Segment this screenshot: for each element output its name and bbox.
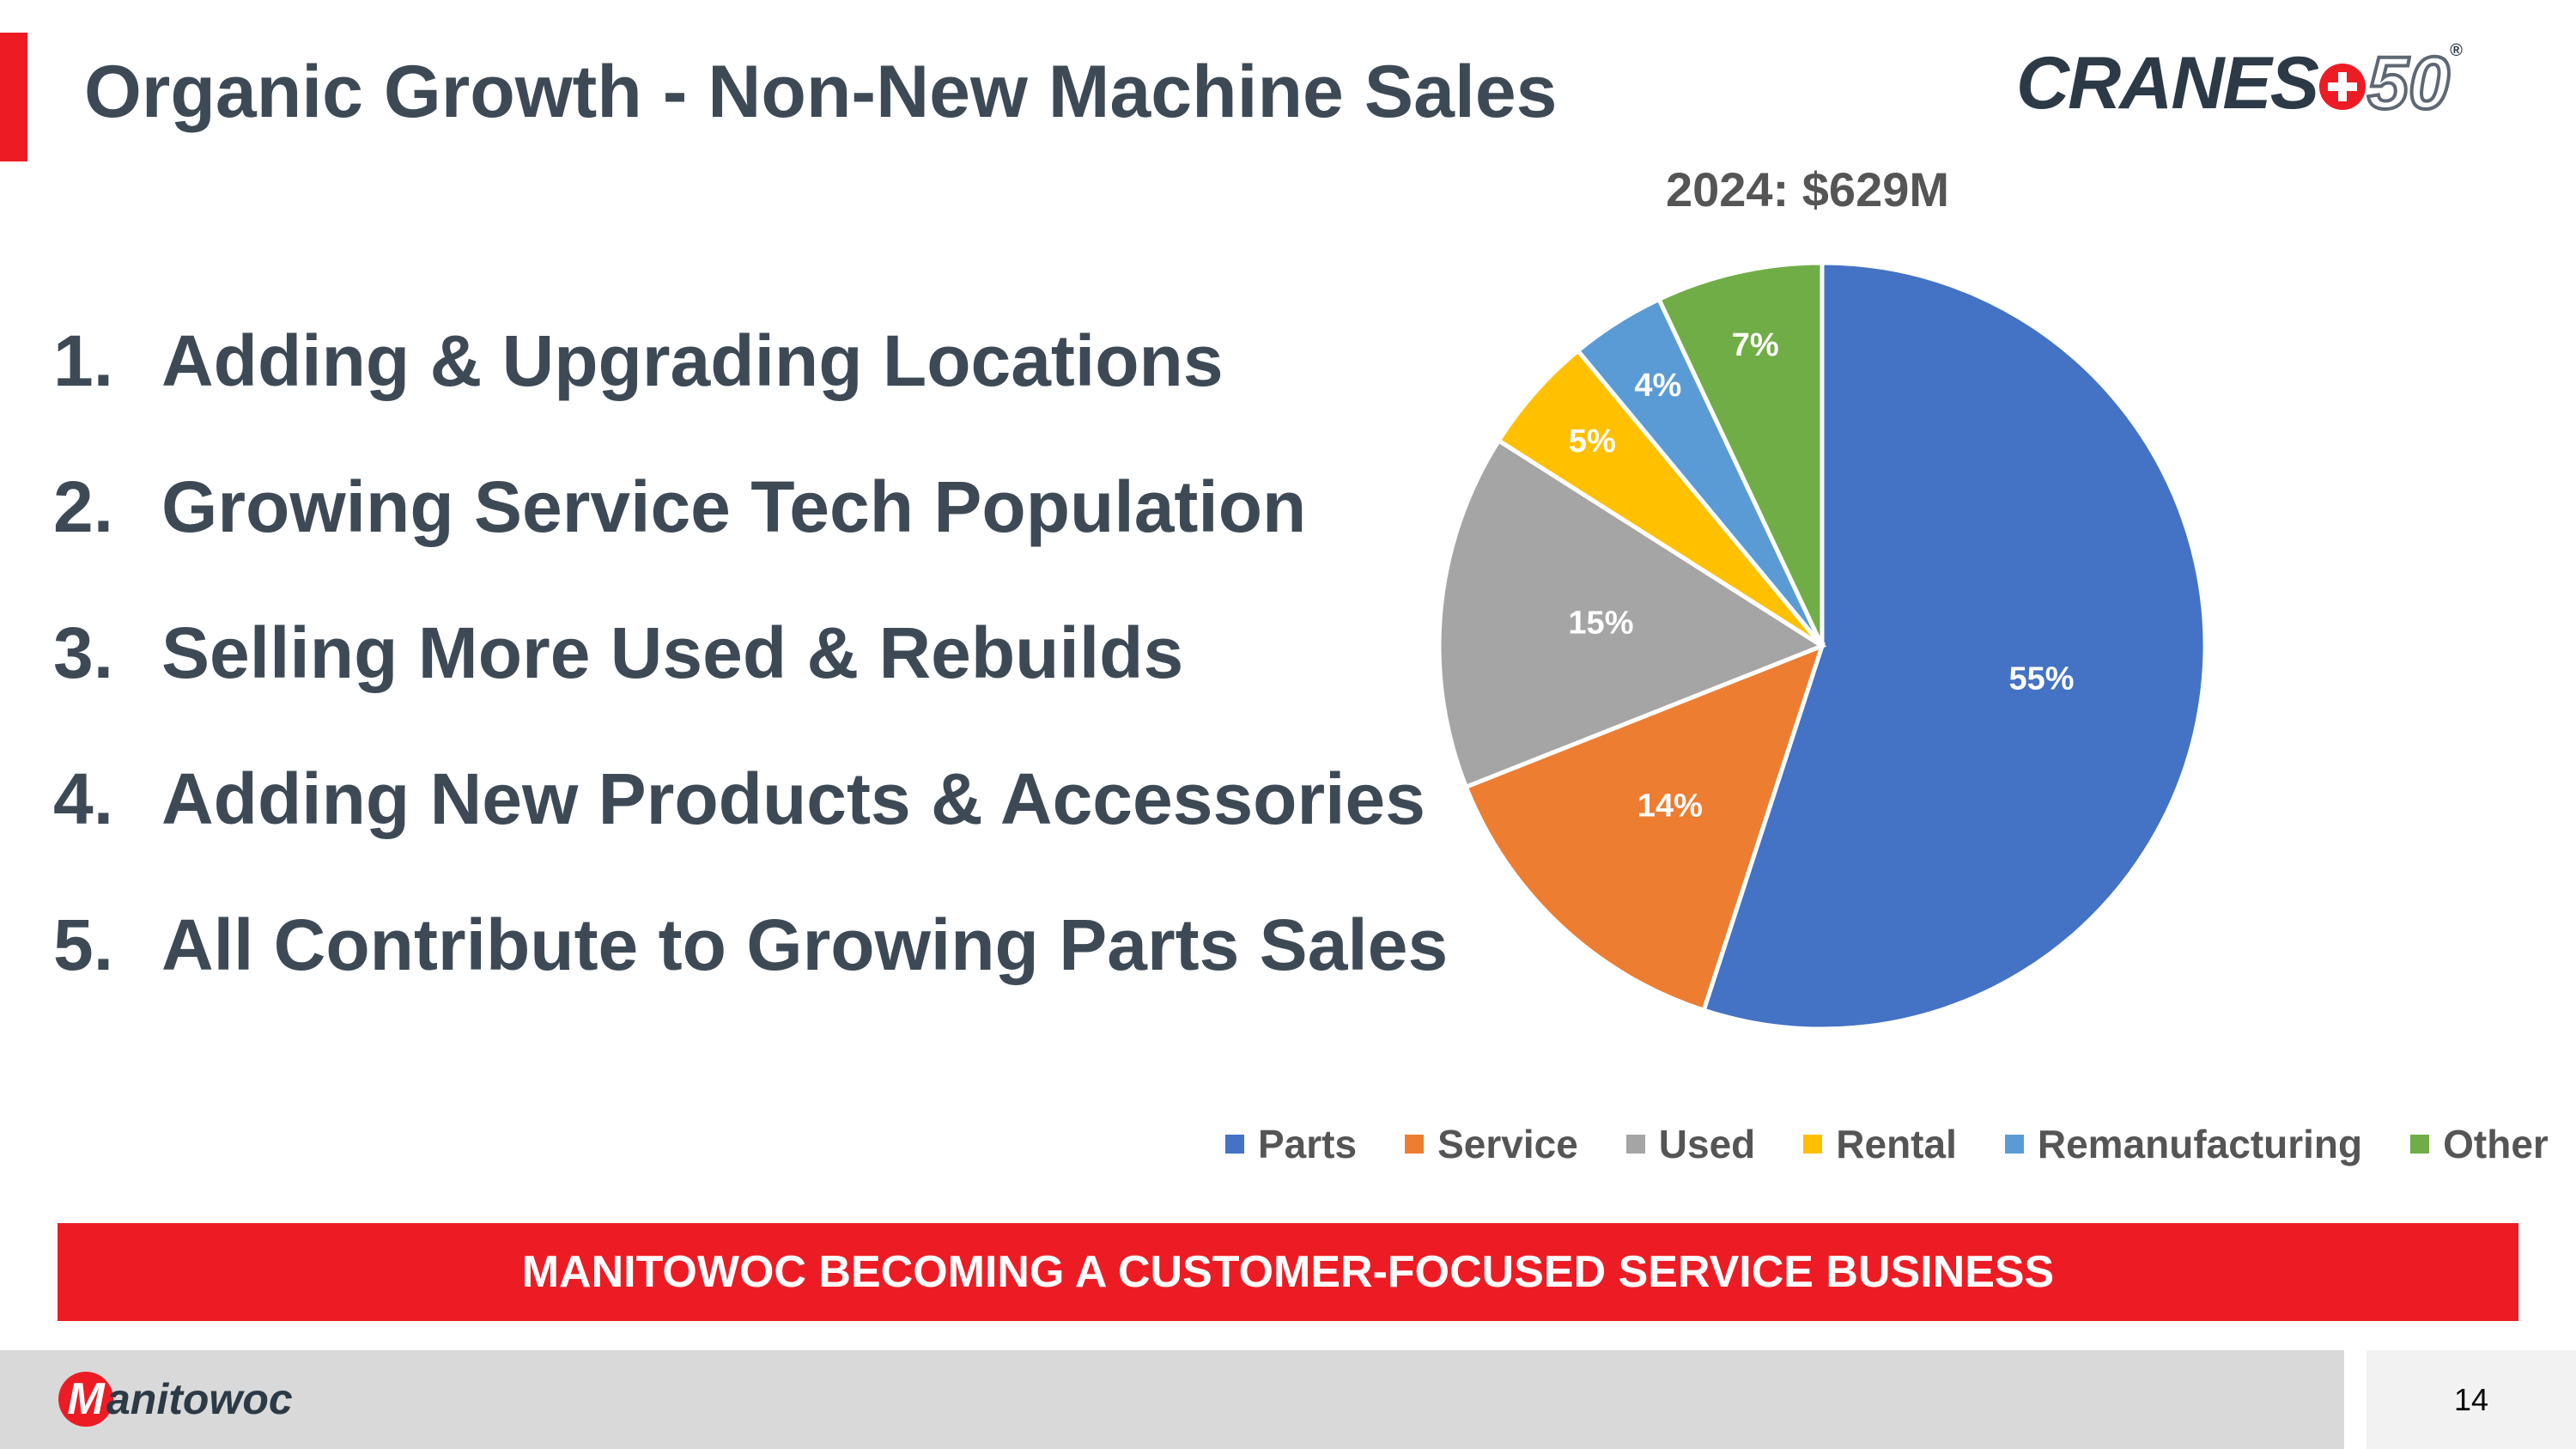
registered-mark: ® (2449, 41, 2463, 60)
banner-text: MANITOWOC BECOMING A CUSTOMER-FOCUSED SE… (521, 1247, 2055, 1297)
legend-item-rental: Rental (1803, 1121, 1957, 1167)
legend-item-other: Other (2410, 1121, 2549, 1167)
legend-label: Parts (1258, 1122, 1358, 1166)
data-label-parts: 55% (2008, 661, 2074, 697)
list-number: 1. (53, 320, 114, 401)
pie-slice-parts (1701, 260, 2208, 1032)
list-text: Selling More Used & Rebuilds (161, 612, 1184, 693)
message-banner: MANITOWOC BECOMING A CUSTOMER-FOCUSED SE… (58, 1223, 2518, 1321)
legend-label: Remanufacturing (2037, 1122, 2363, 1166)
data-label-rental: 5% (1569, 423, 1616, 460)
manitowoc-logo: M anitowoc (58, 1372, 293, 1427)
list-number: 5. (53, 904, 114, 985)
legend-label: Other (2443, 1122, 2549, 1166)
title-accent-bar (0, 33, 27, 161)
data-label-service: 14% (1637, 788, 1703, 825)
cranes-logo-number: 50 (2366, 40, 2451, 126)
manitowoc-wordmark: anitowoc (106, 1375, 293, 1423)
chart-title: 2024: $629M (1666, 162, 1950, 216)
list-text: Growing Service Tech Population (161, 466, 1307, 547)
manitowoc-badge: M (58, 1372, 113, 1427)
legend-label: Rental (1836, 1122, 1957, 1166)
list-text: Adding New Products & Accessories (161, 758, 1425, 839)
list-item: 3. Selling More Used & Rebuilds (53, 612, 1448, 758)
legend-item-parts: Parts (1225, 1121, 1357, 1167)
pie-slice-used (1437, 437, 1827, 790)
list-item: 1. Adding & Upgrading Locations (53, 320, 1448, 466)
legend-swatch (1625, 1135, 1645, 1154)
growth-drivers-list: 1. Adding & Upgrading Locations 2. Growing… (53, 320, 1448, 1050)
data-label-remanufacturing: 4% (1634, 368, 1681, 404)
list-item: 4. Adding New Products & Accessories (53, 758, 1448, 904)
legend-item-service: Service (1405, 1121, 1578, 1167)
pie-slice-other (1656, 260, 1825, 648)
cranes-logo-word: CRANES (2016, 42, 2319, 125)
data-label-other: 7% (1732, 327, 1779, 363)
list-item: 5. All Contribute to Growing Parts Sales (53, 904, 1448, 1050)
list-number: 2. (53, 466, 114, 547)
legend-swatch (2410, 1135, 2430, 1154)
page-number-box: 14 (2366, 1350, 2576, 1449)
list-text: All Contribute to Growing Parts Sales (161, 904, 1449, 985)
legend-swatch (2004, 1135, 2024, 1154)
plus-icon (2319, 64, 2366, 110)
data-label-used: 15% (1568, 606, 1633, 642)
legend-label: Service (1437, 1122, 1578, 1166)
legend-swatch (1803, 1135, 1823, 1154)
footer-bar (0, 1350, 2344, 1449)
list-number: 4. (53, 758, 114, 839)
legend-item-remanufacturing: Remanufacturing (2004, 1121, 2363, 1167)
legend-swatch (1405, 1135, 1425, 1154)
list-text: Adding & Upgrading Locations (161, 320, 1224, 401)
page-title: Organic Growth - Non-New Machine Sales (84, 51, 1558, 133)
page-number: 14 (2453, 1381, 2489, 1417)
legend-swatch (1225, 1135, 1244, 1154)
cranes-50-logo: CRANES 50® (2016, 40, 2463, 126)
chart-legend: Parts Service Used Rental Remanufacturing Oth… (1225, 1121, 2549, 1167)
list-number: 3. (53, 612, 114, 693)
legend-item-used: Used (1625, 1121, 1756, 1167)
legend-label: Used (1658, 1122, 1756, 1166)
list-item: 2. Growing Service Tech Population (53, 466, 1448, 612)
pie-slice-service (1463, 642, 1826, 1014)
